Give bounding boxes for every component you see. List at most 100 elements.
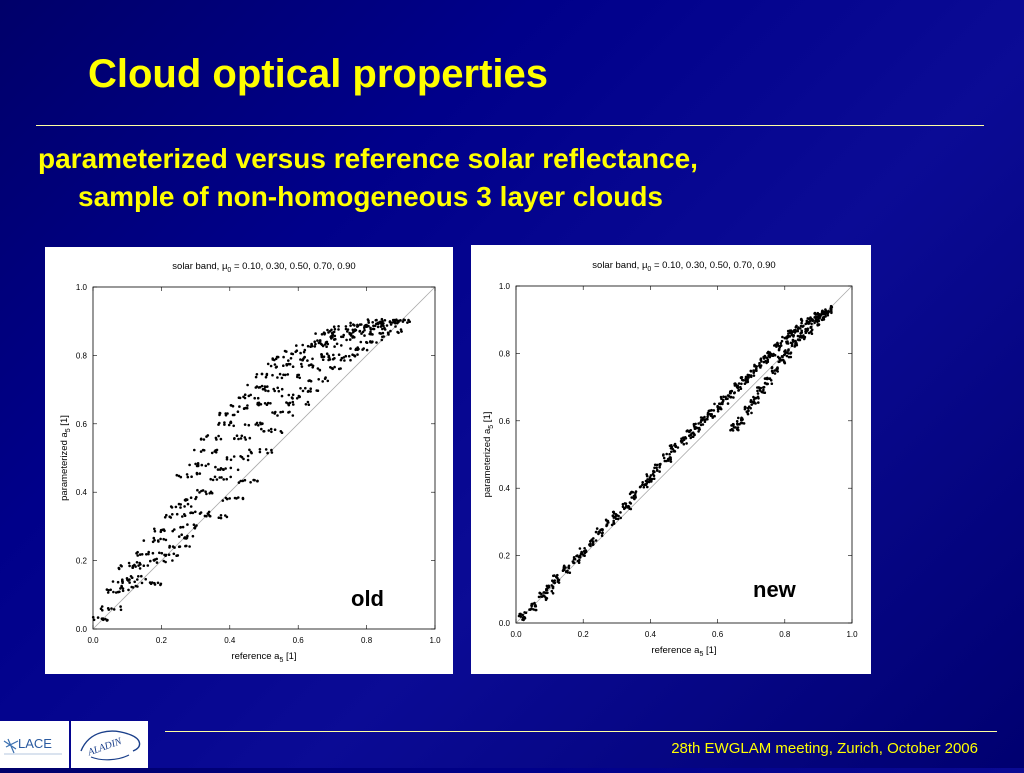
data-point bbox=[327, 356, 331, 359]
data-point bbox=[755, 365, 758, 368]
data-point bbox=[351, 328, 355, 332]
data-point bbox=[210, 491, 214, 495]
data-point bbox=[369, 326, 372, 330]
data-point bbox=[147, 550, 150, 554]
data-point bbox=[822, 316, 826, 320]
data-point bbox=[140, 574, 143, 578]
data-point bbox=[278, 372, 282, 376]
data-point bbox=[137, 575, 140, 578]
data-point bbox=[768, 377, 771, 380]
data-point bbox=[153, 581, 156, 585]
data-point bbox=[112, 608, 116, 611]
data-point bbox=[204, 464, 208, 468]
data-point bbox=[99, 607, 103, 610]
data-point bbox=[238, 405, 241, 408]
data-point bbox=[614, 517, 618, 520]
data-point bbox=[781, 355, 784, 359]
data-point bbox=[315, 389, 319, 392]
data-point bbox=[553, 579, 556, 582]
data-point bbox=[658, 466, 661, 469]
data-point bbox=[779, 344, 783, 347]
data-point bbox=[668, 444, 672, 448]
data-point bbox=[249, 450, 253, 454]
data-point bbox=[612, 516, 616, 519]
data-point bbox=[363, 326, 366, 329]
data-point bbox=[772, 354, 775, 357]
data-point bbox=[763, 377, 767, 380]
data-point bbox=[287, 411, 290, 414]
data-point bbox=[191, 534, 195, 538]
data-point bbox=[158, 551, 161, 555]
data-point bbox=[353, 354, 356, 357]
data-point bbox=[269, 402, 272, 405]
data-point bbox=[321, 358, 325, 361]
data-point bbox=[259, 403, 263, 406]
data-point bbox=[264, 448, 268, 451]
data-point bbox=[277, 389, 281, 393]
data-point bbox=[802, 334, 805, 337]
data-point bbox=[281, 410, 285, 414]
data-point bbox=[700, 419, 704, 422]
data-point bbox=[710, 408, 713, 412]
data-point bbox=[645, 473, 648, 476]
data-point bbox=[363, 328, 366, 332]
data-point bbox=[380, 317, 384, 321]
data-point bbox=[195, 472, 199, 476]
data-point bbox=[280, 431, 284, 434]
data-point bbox=[206, 434, 210, 437]
data-point bbox=[306, 344, 310, 348]
data-point bbox=[253, 396, 256, 400]
data-point bbox=[396, 319, 399, 323]
data-point bbox=[789, 341, 793, 345]
data-point bbox=[813, 321, 816, 325]
data-point bbox=[752, 374, 756, 377]
data-point bbox=[320, 353, 324, 356]
data-point bbox=[203, 514, 207, 518]
data-point bbox=[96, 616, 100, 619]
data-point bbox=[140, 581, 144, 585]
data-point bbox=[728, 395, 731, 398]
data-point bbox=[263, 385, 267, 388]
data-point bbox=[119, 608, 123, 612]
data-point bbox=[365, 340, 368, 344]
data-point bbox=[697, 422, 700, 425]
data-point bbox=[807, 331, 811, 335]
data-point bbox=[551, 579, 554, 582]
data-point bbox=[821, 309, 824, 313]
data-point bbox=[600, 534, 604, 538]
data-point bbox=[266, 385, 269, 388]
data-point bbox=[136, 554, 139, 557]
data-point bbox=[740, 376, 743, 380]
data-point bbox=[363, 334, 366, 337]
data-point bbox=[556, 573, 559, 577]
data-point bbox=[163, 516, 167, 519]
data-point bbox=[668, 456, 672, 459]
data-point bbox=[397, 331, 400, 335]
data-point bbox=[114, 591, 118, 594]
data-point bbox=[276, 386, 279, 390]
data-point bbox=[583, 554, 586, 557]
data-point bbox=[210, 451, 214, 455]
data-point bbox=[286, 373, 290, 376]
data-point bbox=[344, 327, 348, 331]
data-point bbox=[538, 591, 541, 595]
scatter-chart-new: 0.0 0.2 0.4 0.6 0.8 1.0 0.0 0.2 0.4 0.6 0.8 1.0 sola… bbox=[482, 260, 858, 658]
data-point bbox=[551, 592, 555, 595]
data-point bbox=[600, 532, 604, 535]
data-point bbox=[309, 363, 313, 367]
data-point bbox=[758, 389, 762, 392]
data-point bbox=[271, 358, 275, 361]
data-point bbox=[749, 374, 753, 377]
data-point bbox=[746, 373, 750, 377]
data-point bbox=[630, 496, 633, 499]
data-point bbox=[669, 460, 673, 463]
data-point bbox=[792, 340, 795, 343]
data-point bbox=[605, 523, 609, 526]
data-point bbox=[273, 412, 276, 415]
data-point bbox=[299, 351, 302, 355]
data-point bbox=[264, 375, 268, 379]
data-point bbox=[273, 389, 276, 393]
data-point bbox=[810, 325, 813, 329]
data-point bbox=[799, 324, 803, 328]
data-point bbox=[247, 394, 251, 398]
